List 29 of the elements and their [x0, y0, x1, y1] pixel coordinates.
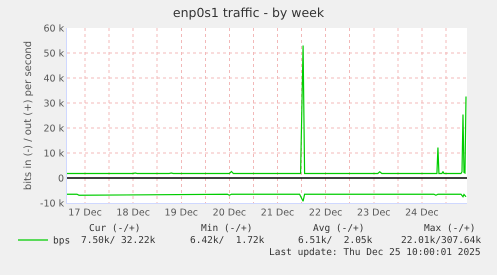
x-tick-label: 17 Dec [68, 207, 102, 218]
y-tick-label: 0 [58, 173, 64, 184]
text: Max (-/+) [424, 223, 476, 234]
text: Cur (-/+) [89, 223, 140, 234]
y-tick-label: 50 k [43, 48, 65, 60]
text: Last update: Thu Dec 25 10:00:01 2025 [269, 247, 481, 258]
x-tick-label: 21 Dec [260, 207, 294, 218]
x-tick-label: 19 Dec [164, 207, 198, 218]
text: 6.51k/ 2.05k [298, 235, 373, 246]
y-tick-label: 30 k [43, 98, 65, 110]
y-tick-label: -10 k [40, 198, 65, 210]
y-tick-label: 60 k [43, 23, 65, 34]
x-tick-label: 23 Dec [357, 207, 391, 218]
x-tick-label: 22 Dec [308, 207, 342, 218]
y-axis-title: bits in (-) / out (+) per second [23, 40, 34, 190]
text: Avg (-/+) [313, 223, 364, 234]
x-tick-label: 18 Dec [116, 207, 150, 218]
text: 22.01k/307.64k [401, 235, 482, 246]
y-tick-label: 10 k [43, 148, 65, 160]
legend-label: bps [53, 236, 70, 247]
y-tick-label: 20 k [43, 123, 65, 134]
x-tick-label: 20 Dec [212, 207, 246, 218]
chart-title: enp0s1 traffic - by week [172, 4, 325, 20]
y-tick-label: 40 k [43, 73, 65, 84]
x-tick-label: 24 Dec [405, 207, 439, 218]
text: 7.50k/ 32.22k [81, 235, 156, 246]
text: Min (-/+) [201, 223, 252, 234]
line-series [67, 44, 467, 174]
text: 6.42k/ 1.72k [190, 235, 265, 246]
